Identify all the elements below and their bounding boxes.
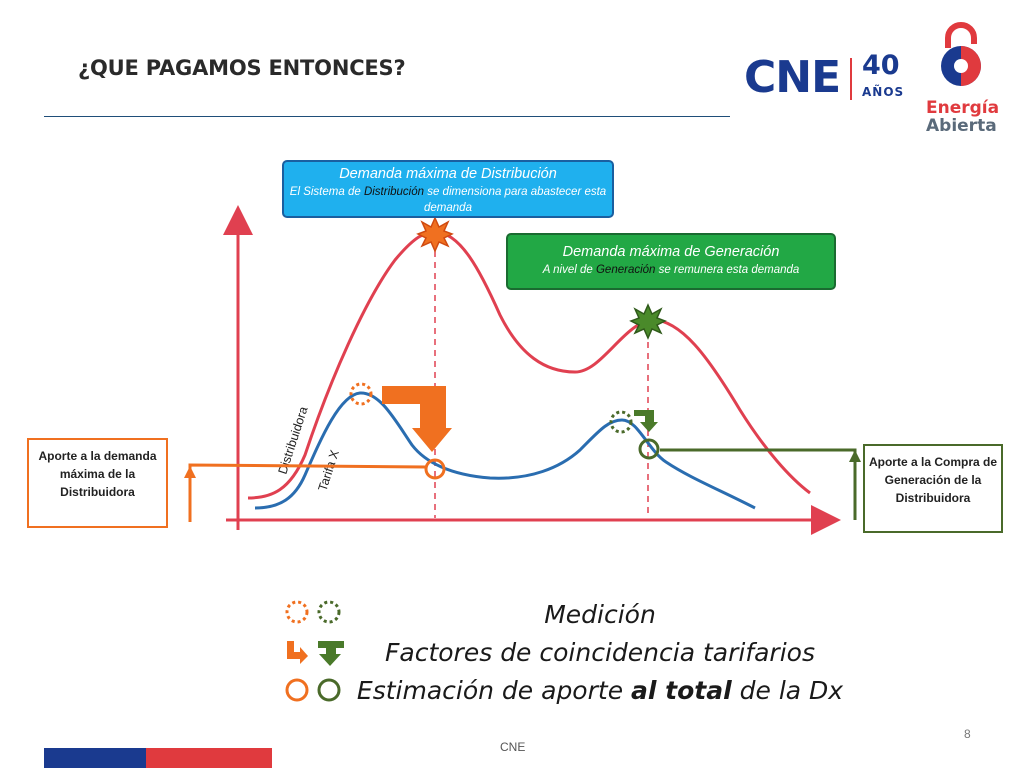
client-curve-label: Tarifa X	[316, 448, 343, 493]
distribution-callout-heading: Demanda máxima de Distribución	[339, 166, 557, 182]
legend-measurement: Medición	[544, 600, 656, 629]
legend-orange-dotted-circle-icon	[285, 600, 309, 624]
generation-peak-callout: Demanda máxima de Generación A nivel de …	[506, 233, 836, 290]
generation-peak-starburst-icon	[629, 303, 667, 340]
legend-green-bent-arrow-icon	[318, 641, 344, 666]
footer-source: CNE	[500, 740, 526, 754]
distribution-curve	[247, 230, 811, 500]
right-box-connector	[660, 448, 857, 520]
title-divider	[44, 116, 730, 117]
energia-abierta-lock-icon	[941, 22, 981, 86]
footer-red-bar	[146, 748, 272, 768]
footer-blue-bar	[44, 748, 146, 768]
logo-divider	[850, 58, 852, 100]
generation-contribution-box: Aporte a la Compra de Generación de la D…	[863, 444, 1003, 533]
generation-callout-heading: Demanda máxima de Generación	[562, 244, 780, 260]
generation-callout-text: A nivel de Generación se remunera esta d…	[542, 264, 800, 276]
generation-bent-arrow-icon	[634, 410, 658, 432]
distribution-peak-starburst-icon	[416, 216, 454, 253]
cne-logo: CNE	[744, 52, 841, 103]
legend-estimate: Estimación de aporte al total de la Dx	[356, 676, 844, 705]
energia-label: Energía	[926, 98, 1000, 118]
legend-green-open-circle-icon	[317, 678, 341, 702]
page-number: 8	[964, 727, 971, 741]
generation-measurement-dotted-circle-icon	[609, 410, 633, 434]
distribution-callout-text: El Sistema de Distribución se dimensiona…	[289, 186, 607, 214]
generation-estimate-open-circle-icon	[638, 438, 660, 460]
distribution-estimate-open-circle-icon	[424, 458, 446, 480]
legend-green-dotted-circle-icon	[317, 600, 341, 624]
page-title: ¿QUE PAGAMOS ENTONCES?	[78, 56, 406, 80]
abierta-label: Abierta	[926, 116, 997, 136]
logo-anos: AÑOS	[862, 85, 905, 99]
logo-40: 40	[862, 50, 900, 81]
legend-factors: Factores de coincidencia tarifarios	[385, 638, 815, 667]
distribution-bent-arrow-icon	[382, 386, 452, 452]
right-box-arrowhead	[849, 450, 861, 462]
left-box-arrowhead	[184, 466, 196, 478]
distribution-measurement-dotted-circle-icon	[349, 382, 373, 406]
legend-orange-open-circle-icon	[285, 678, 309, 702]
distribution-peak-callout: Demanda máxima de Distribución El Sistem…	[282, 160, 614, 218]
distribution-contribution-box: Aporte a la demanda máxima de la Distrib…	[27, 438, 168, 528]
legend-orange-bent-arrow-icon	[287, 641, 308, 664]
left-box-connector	[188, 463, 427, 522]
